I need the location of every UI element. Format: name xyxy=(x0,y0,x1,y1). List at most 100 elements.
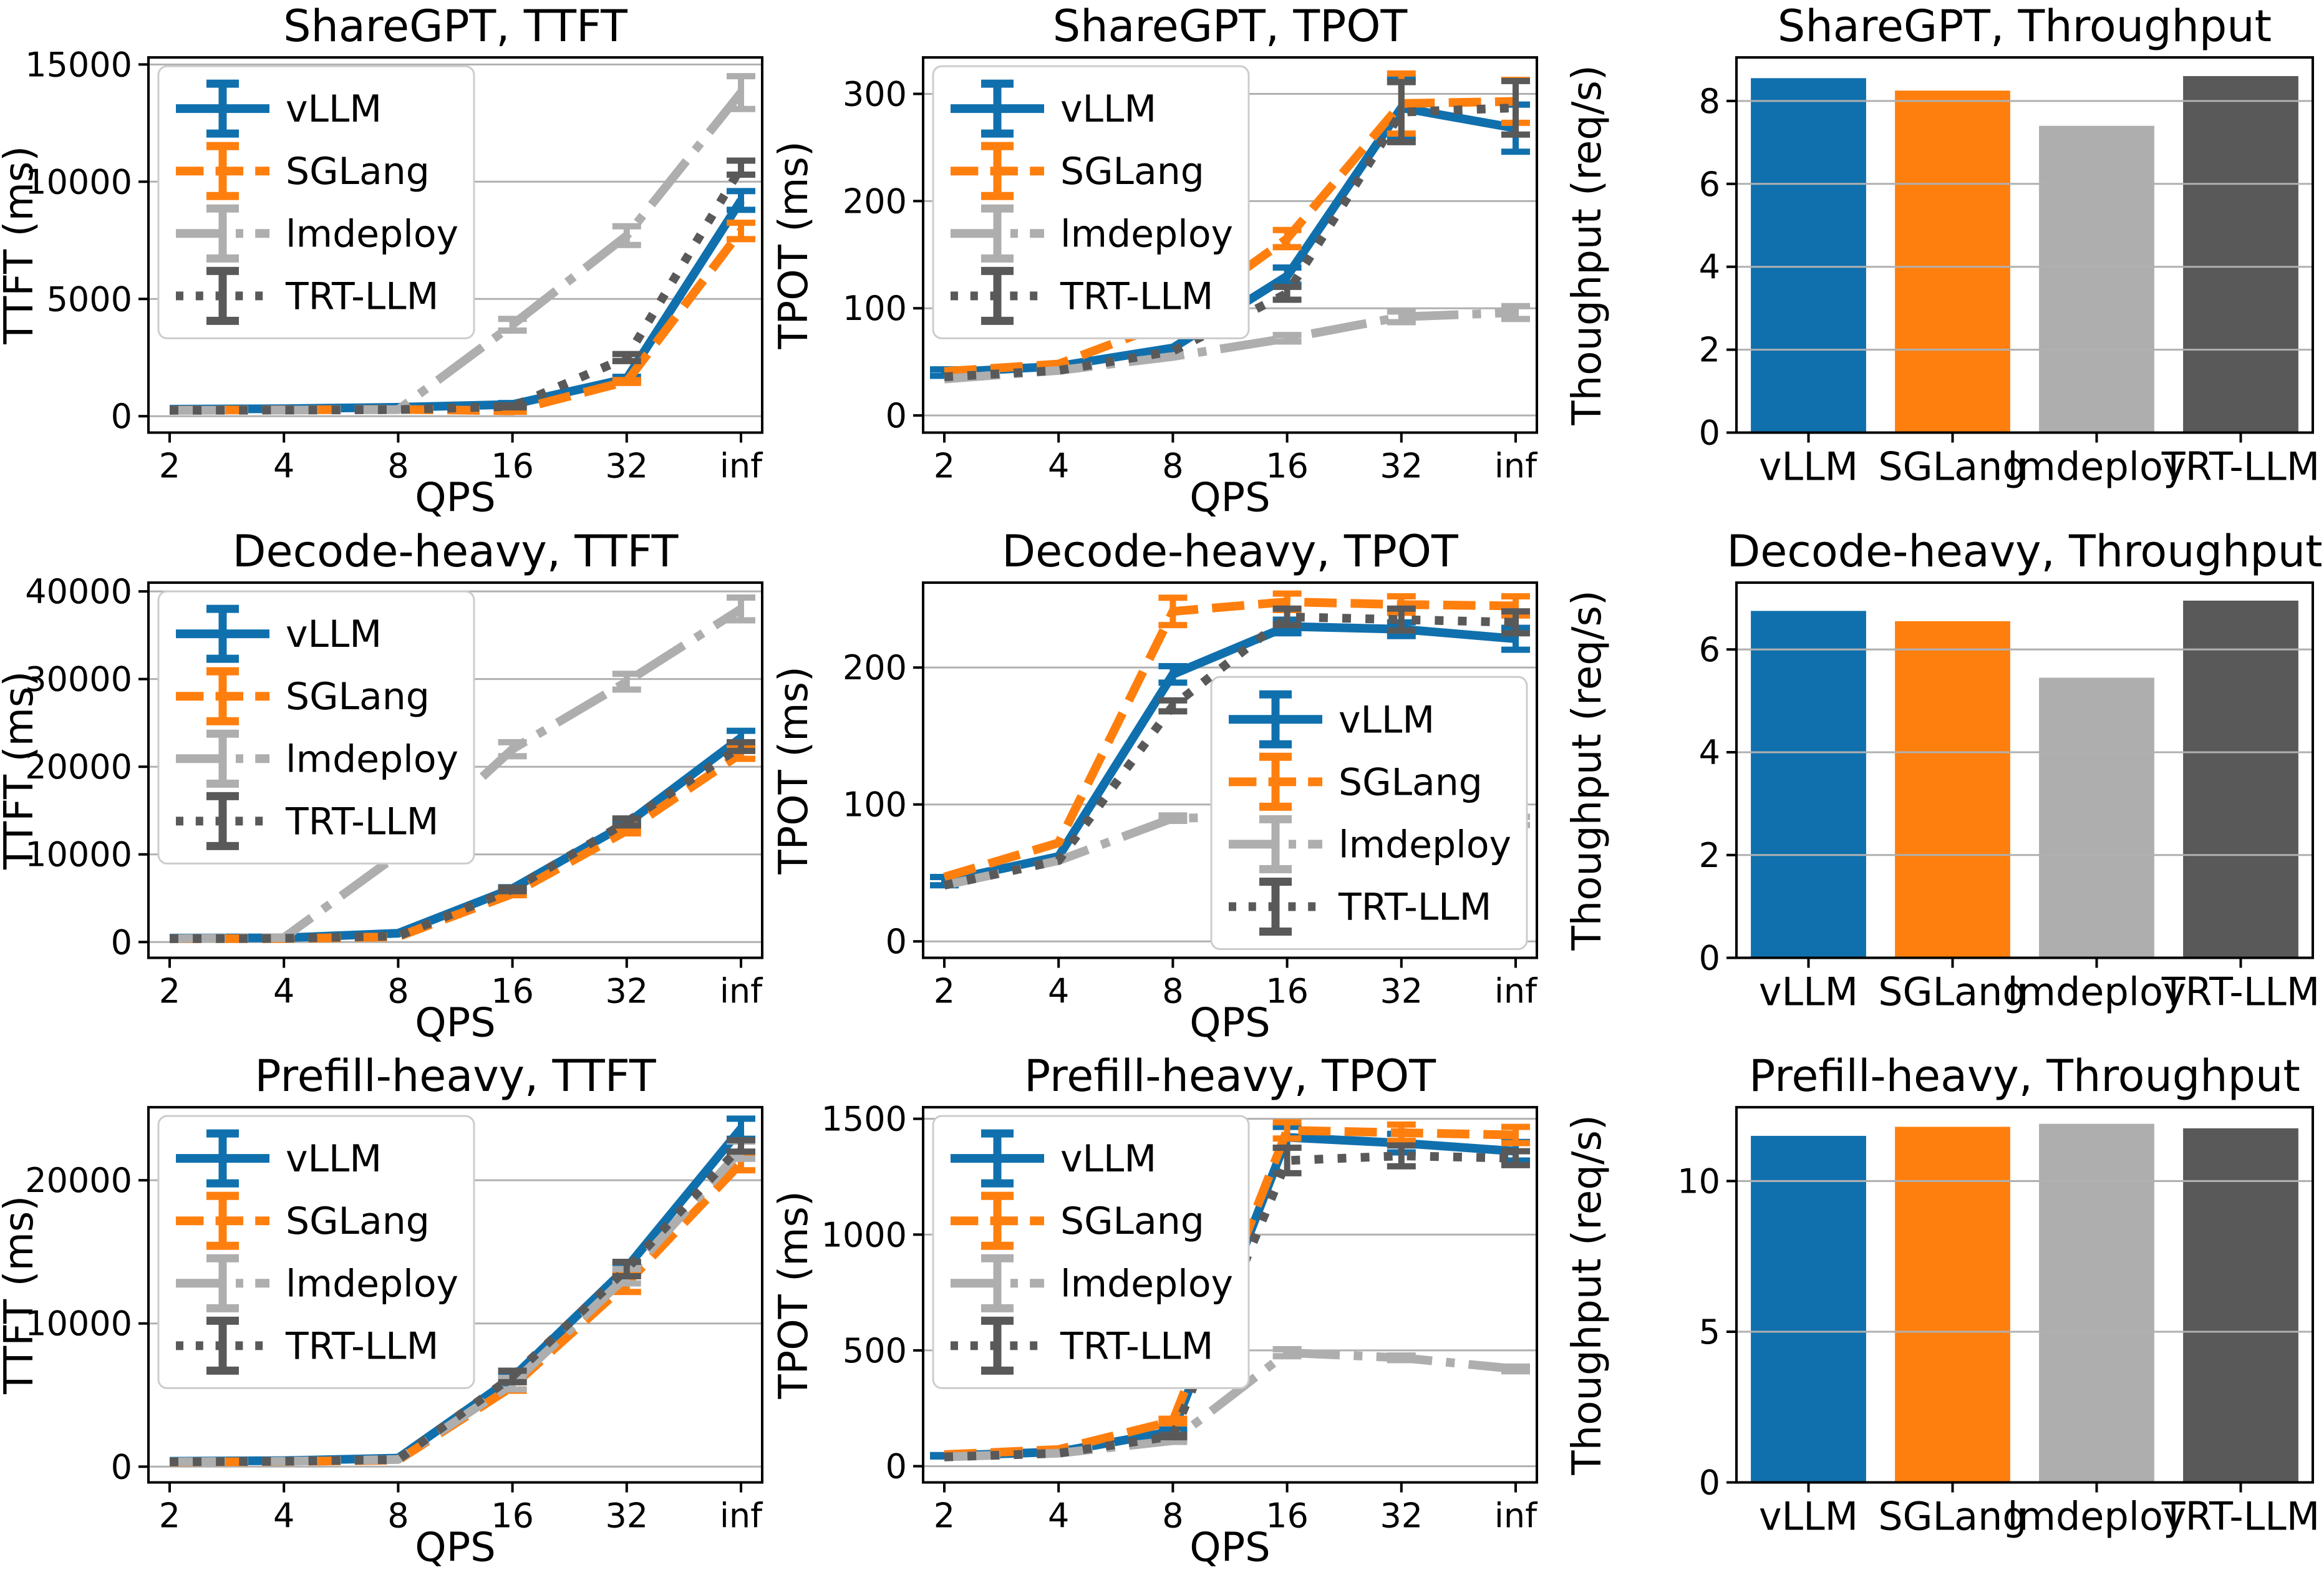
axes-frame xyxy=(1735,581,2314,959)
x-tick-label: 2 xyxy=(159,971,180,1010)
legend-label: lmdeploy xyxy=(1060,1262,1233,1306)
legend: vLLM SGLang lmdeploy TRT-LLM xyxy=(157,65,475,339)
chart-sharegpt-ttft-canvas: 0 5000 10000 15000 2 4 8 16 32 inf ShareGPT, TTFT T… xyxy=(0,1,763,521)
x-tick-label: 8 xyxy=(1162,971,1183,1010)
x-tick-label: 32 xyxy=(605,447,648,486)
axes-frame xyxy=(922,56,1538,434)
legend-entry-TRT-LLM: TRT-LLM xyxy=(176,1317,438,1375)
y-axis-label: TTFT (ms) xyxy=(0,671,42,870)
legend-entry-SGLang: SGLang xyxy=(176,1192,430,1251)
bar-category-label: TRT-LLM xyxy=(2161,444,2320,490)
x-tick-label: 32 xyxy=(605,971,648,1010)
y-tick-label: 0 xyxy=(886,922,907,961)
errorbars-SGLang xyxy=(1158,1119,1530,1427)
x-tick-label: 32 xyxy=(1380,1496,1423,1536)
x-tick-label: 8 xyxy=(387,1496,409,1536)
axes-frame xyxy=(922,581,1538,959)
legend-entry-vLLM: vLLM xyxy=(1229,690,1435,749)
axes-frame xyxy=(922,1106,1538,1484)
chart-sharegpt-tpot-canvas: 0 100 200 300 2 4 8 16 32 inf ShareGPT, TPOT TPOT (… xyxy=(775,1,1538,521)
chart-decode-heavy-tpot: 0 100 200 2 4 8 16 32 inf Decode-heavy, TPOT TPOT … xyxy=(775,525,1549,1050)
chart-title: ShareGPT, Throughput xyxy=(1778,1,2272,52)
chart-prefill-heavy-ttft-canvas: 0 10000 20000 2 4 8 16 32 inf Prefill-heavy, TTFT… xyxy=(0,1050,763,1571)
legend: vLLM SGLang lmdeploy TRT-LLM xyxy=(1210,676,1528,950)
errorbars-TRT-LLM xyxy=(498,1137,755,1386)
x-tick-label: 4 xyxy=(1048,971,1069,1010)
x-tick-label: 16 xyxy=(491,971,534,1010)
legend-entry-SGLang: SGLang xyxy=(176,667,430,725)
x-tick-label: 2 xyxy=(159,447,180,486)
bar-category-label: SGLang xyxy=(1878,444,2027,490)
legend: vLLM SGLang lmdeploy TRT-LLM xyxy=(932,65,1250,339)
axes-frame xyxy=(147,581,763,959)
legend-entry-vLLM: vLLM xyxy=(951,79,1156,138)
chart-prefill-heavy-throughput: 0 5 10 vLLM SGLang lmdeploy TRT-LLM Prefill-hea… xyxy=(1549,1050,2324,1575)
y-tick-label: 10000 xyxy=(25,1304,132,1344)
x-tick-label: 4 xyxy=(1048,447,1069,486)
axis-ticks xyxy=(913,666,1517,968)
legend-entry-vLLM: vLLM xyxy=(176,604,382,663)
legend-entry-vLLM: vLLM xyxy=(176,1129,382,1188)
y-tick-label: 40000 xyxy=(25,572,132,611)
legend-entry-vLLM: vLLM xyxy=(176,79,382,138)
x-tick-label: 4 xyxy=(273,1496,294,1536)
legend-label: SGLang xyxy=(286,675,430,719)
y-tick-label: 100 xyxy=(843,785,907,824)
gridlines xyxy=(1736,1180,2313,1333)
bar-TRT-LLM xyxy=(2183,75,2298,433)
legend-label: TRT-LLM xyxy=(1338,885,1491,929)
legend-entry-SGLang: SGLang xyxy=(1229,752,1483,811)
y-axis-label: TPOT (ms) xyxy=(775,141,817,349)
bar-vLLM xyxy=(1751,78,1866,433)
x-tick-label: 2 xyxy=(934,971,955,1010)
chart-title: ShareGPT, TTFT xyxy=(283,1,627,52)
chart-decode-heavy-tpot-canvas: 0 100 200 2 4 8 16 32 inf Decode-heavy, TPOT TPOT … xyxy=(775,526,1538,1047)
y-tick-label: 200 xyxy=(843,648,907,687)
series-line-TRT-LLM xyxy=(169,1143,745,1467)
legend-entry-TRT-LLM: TRT-LLM xyxy=(176,792,438,850)
y-tick-label: 20000 xyxy=(25,747,132,787)
x-tick-label: 4 xyxy=(273,971,294,1010)
bar-category-label: lmdeploy xyxy=(2007,969,2186,1014)
legend-label: SGLang xyxy=(1339,760,1483,804)
legend: vLLM SGLang lmdeploy TRT-LLM xyxy=(932,1115,1250,1390)
y-tick-label: 20000 xyxy=(25,1161,132,1200)
bar-vLLM xyxy=(1751,1136,1866,1483)
legend: vLLM SGLang lmdeploy TRT-LLM xyxy=(157,590,475,865)
bar-lmdeploy xyxy=(2039,1123,2154,1483)
legend-entry-SGLang: SGLang xyxy=(176,142,430,200)
x-tick-label: 2 xyxy=(934,1496,955,1536)
x-tick-label: 32 xyxy=(1380,971,1423,1010)
axis-ticks xyxy=(138,1179,742,1493)
bar-vLLM xyxy=(1751,611,1866,958)
x-tick-label: 16 xyxy=(1266,1496,1309,1536)
y-tick-label: 1000 xyxy=(821,1216,907,1255)
axis-ticks xyxy=(138,63,742,443)
bars xyxy=(1751,1123,2298,1483)
axes-frame xyxy=(147,1106,763,1484)
y-axis-label: Thoughput (req/s) xyxy=(1564,1115,1610,1475)
x-tick-label: 8 xyxy=(387,971,409,1010)
legend-entry-lmdeploy: lmdeploy xyxy=(951,204,1233,263)
y-tick-label: 6 xyxy=(1699,165,1720,204)
axes-frame xyxy=(1735,1106,2314,1484)
x-tick-label: 8 xyxy=(1162,447,1183,486)
y-tick-label: 8 xyxy=(1699,82,1720,121)
y-tick-label: 10000 xyxy=(25,835,132,874)
bar-SGLang xyxy=(1895,1127,2010,1483)
x-tick-label: 16 xyxy=(1266,971,1309,1010)
legend-entry-SGLang: SGLang xyxy=(951,1192,1204,1251)
errorbars-SGLang xyxy=(1158,590,1530,628)
chart-title: Decode-heavy, TPOT xyxy=(1002,526,1458,577)
axis-ticks xyxy=(913,1117,1517,1493)
series-line-TRT-LLM xyxy=(169,742,743,943)
bar-TRT-LLM xyxy=(2183,1128,2298,1483)
series-line-TRT-LLM xyxy=(944,103,1516,382)
legend-label: TRT-LLM xyxy=(1060,1325,1213,1369)
x-axis-label: QPS xyxy=(1189,1525,1271,1571)
x-tick-label: inf xyxy=(720,447,763,486)
legend-label: SGLang xyxy=(286,150,430,193)
bar-category-label: lmdeploy xyxy=(2007,1494,2186,1539)
legend-label: lmdeploy xyxy=(1339,823,1511,866)
